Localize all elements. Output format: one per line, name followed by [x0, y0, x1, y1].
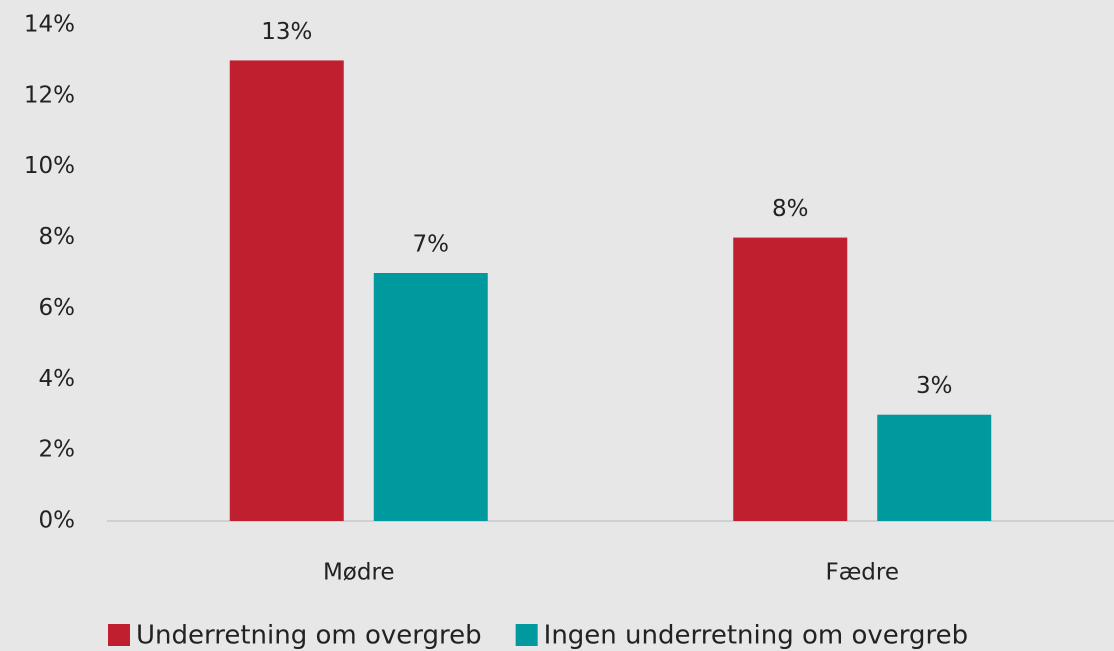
y-tick-label: 6% [39, 295, 76, 321]
y-tick-label: 4% [39, 366, 76, 392]
y-tick-label: 12% [24, 82, 75, 108]
bar [733, 237, 848, 522]
value-label: 8% [772, 196, 809, 222]
y-tick-label: 14% [24, 12, 75, 38]
legend-swatch [108, 624, 130, 646]
value-label: 3% [916, 373, 953, 399]
bar [373, 273, 488, 521]
legend-label: Ingen underretning om overgreb [544, 621, 968, 651]
bar [229, 60, 344, 522]
y-tick-label: 0% [39, 508, 76, 534]
legend-swatch [515, 624, 538, 646]
bar [877, 414, 992, 521]
value-label: 13% [261, 19, 312, 45]
legend-label: Underretning om overgreb [136, 621, 482, 651]
x-tick-label: Mødre [323, 560, 395, 586]
y-tick-label: 8% [39, 224, 76, 250]
y-tick-label: 2% [39, 437, 76, 463]
x-tick-label: Fædre [825, 560, 899, 586]
value-label: 7% [413, 232, 450, 258]
y-tick-label: 10% [24, 153, 75, 179]
